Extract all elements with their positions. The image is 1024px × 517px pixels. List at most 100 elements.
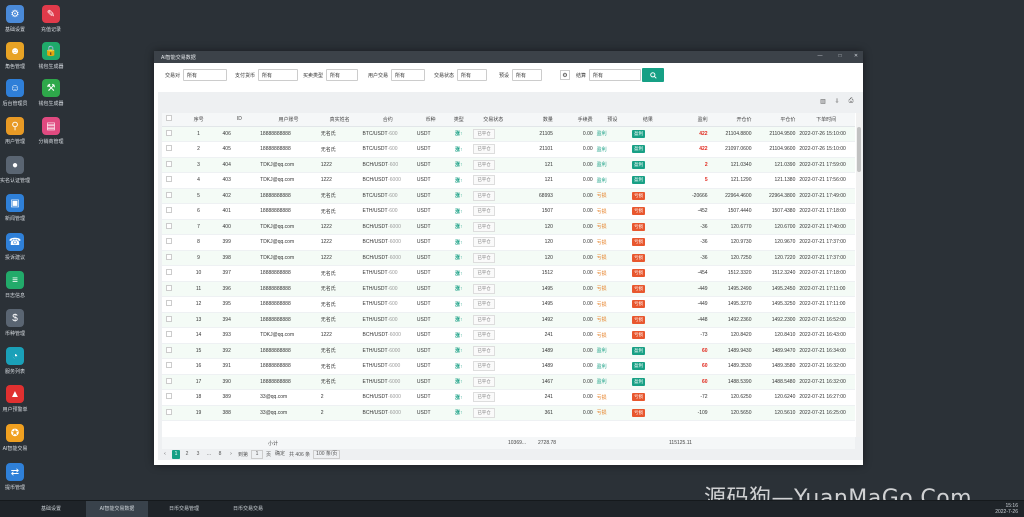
next-page-button[interactable]: › — [230, 450, 232, 457]
prev-page-button[interactable]: ‹ — [164, 450, 166, 457]
desktop-icon-2[interactable]: ☻ 角色管理 — [0, 42, 35, 70]
checkbox-icon[interactable] — [166, 129, 173, 136]
table-row[interactable]: 19 388 33@qq.com 2 BCH/USDT·6000 USDT 涨↑ 已平仓 361… — [162, 405, 855, 421]
table-row[interactable]: 14 393 TDKJ@qq.com 1222 BCH/USDT·6000 USDT 涨↑ 已… — [162, 327, 855, 344]
table-row[interactable]: 2 405 18888888888 无名氏 BTC/USDT·600 USDT 涨↑ 已平仓 2… — [162, 141, 855, 158]
taskbar-item-settings[interactable]: 基础设置 — [40, 506, 61, 512]
taskbar-item-coin-trade[interactable]: 日币交易交易 — [232, 506, 263, 512]
table-row[interactable]: 18 389 33@qq.com 2 BCH/USDT·6000 USDT 涨↑ 已平仓 241… — [162, 389, 855, 406]
taskbar-item-ai-trade[interactable]: AI智能交易数据 — [86, 501, 148, 517]
desktop-icon-6[interactable]: ⚲ 用户管理 — [0, 117, 35, 145]
row-checkbox[interactable] — [162, 219, 177, 235]
checkbox-icon[interactable] — [166, 238, 173, 245]
desktop-icon-5[interactable]: ⚒ 钱包生成器 — [31, 79, 71, 107]
table-row[interactable]: 1 406 18888888888 无名氏 BTC/USDT·600 USDT 涨↑ 已平仓 2… — [162, 126, 855, 142]
filter-status-select[interactable]: 所有 — [457, 69, 488, 81]
column-header[interactable]: 序号 — [176, 113, 221, 127]
column-header[interactable]: 合约 — [360, 113, 415, 127]
desktop-icon-9[interactable]: ▣ 新闻管理 — [0, 194, 35, 222]
table-row[interactable]: 7 400 TDKJ@qq.com 1222 BCH/USDT·6000 USDT 涨↑ 已平… — [162, 219, 855, 235]
column-header[interactable]: 平仓价 — [753, 113, 798, 127]
checkbox-icon[interactable] — [166, 346, 173, 353]
goto-confirm-button[interactable]: 确定 — [275, 450, 286, 457]
desktop-icon-7[interactable]: ▤ 分销商管理 — [31, 117, 71, 145]
column-header[interactable]: 手续费 — [554, 113, 595, 127]
column-header[interactable]: 下单时间 — [797, 113, 855, 127]
column-header[interactable]: 盈利 — [665, 113, 710, 127]
checkbox-icon[interactable] — [166, 315, 173, 322]
checkbox-icon[interactable] — [166, 284, 173, 291]
checkbox-icon[interactable] — [166, 331, 173, 338]
row-checkbox[interactable] — [162, 281, 177, 297]
table-row[interactable]: 10 397 18888888888 无名氏 ETH/USDT·600 USDT 涨↑ 已平仓… — [162, 265, 855, 282]
gear-icon[interactable]: ⚙ — [560, 70, 570, 80]
column-header[interactable]: 用户账号 — [258, 113, 319, 127]
desktop-icon-10[interactable]: ☎ 投诉建议 — [0, 233, 35, 261]
table-row[interactable]: 5 402 18888888888 无名氏 BTC/USDT·600 USDT 涨↑ 已平仓 6… — [162, 188, 855, 204]
column-header[interactable]: 真实姓名 — [318, 113, 361, 127]
checkbox-icon[interactable] — [166, 253, 173, 260]
row-checkbox[interactable] — [162, 327, 177, 344]
checkbox-icon[interactable] — [166, 115, 173, 122]
checkbox-icon[interactable] — [166, 222, 173, 229]
columns-icon[interactable]: ▥ — [820, 99, 826, 105]
column-header[interactable]: 数量 — [515, 113, 555, 127]
page-2[interactable]: 2 — [185, 450, 189, 457]
checkbox-icon[interactable] — [166, 191, 173, 198]
row-checkbox[interactable] — [162, 188, 177, 204]
column-header[interactable]: 开仓价 — [709, 113, 754, 127]
desktop-icon-4[interactable]: ☺ 后台管理员 — [0, 79, 35, 107]
column-header[interactable]: 类型 — [446, 113, 472, 127]
export-icon[interactable]: ⇩ — [834, 99, 840, 105]
row-checkbox[interactable] — [162, 234, 177, 251]
row-checkbox[interactable] — [162, 343, 177, 359]
row-checkbox[interactable] — [162, 157, 177, 173]
column-header[interactable]: 币种 — [414, 113, 447, 127]
column-header[interactable]: 结果 — [630, 113, 666, 127]
desktop-icon-3[interactable]: 🔒 钱包生成器 — [31, 42, 71, 70]
checkbox-icon[interactable] — [166, 377, 173, 384]
filter-user-trade-select[interactable]: 所有 — [391, 69, 426, 81]
row-checkbox[interactable] — [162, 126, 177, 142]
row-checkbox[interactable] — [162, 141, 177, 158]
page-last[interactable]: 8 — [218, 450, 222, 457]
table-row[interactable]: 13 394 18888888888 无名氏 ETH/USDT·600 USDT 涨↑ 已平仓… — [162, 312, 855, 328]
row-checkbox[interactable] — [162, 358, 177, 375]
column-header[interactable]: 交易状态 — [471, 113, 516, 127]
checkbox-icon[interactable] — [166, 300, 173, 307]
desktop-icon-13[interactable]: ◔ 服务列表 — [0, 347, 35, 375]
per-page-select[interactable]: 100 条/页 — [313, 449, 341, 459]
table-row[interactable]: 11 396 18888888888 无名氏 ETH/USDT·600 USDT 涨↑ 已平仓… — [162, 281, 855, 297]
filter-pair-select[interactable]: 所有 — [183, 69, 228, 81]
row-checkbox[interactable] — [162, 250, 177, 266]
table-row[interactable]: 12 395 18888888888 无名氏 ETH/USDT·600 USDT 涨↑ 已平仓… — [162, 296, 855, 313]
checkbox-icon[interactable] — [166, 362, 173, 369]
minimize-button[interactable]: — — [817, 53, 823, 59]
checkbox-icon[interactable] — [166, 269, 173, 276]
row-checkbox[interactable] — [162, 405, 177, 421]
row-checkbox[interactable] — [162, 374, 177, 390]
row-checkbox[interactable] — [162, 203, 177, 220]
checkbox-icon[interactable] — [166, 145, 173, 152]
row-checkbox[interactable] — [162, 389, 177, 406]
filter-currency-select[interactable]: 所有 — [258, 69, 299, 81]
row-checkbox[interactable] — [162, 265, 177, 282]
table-row[interactable]: 9 398 TDKJ@qq.com 1222 BCH/USDT·6000 USDT 涨↑ 已平… — [162, 250, 855, 266]
maximize-button[interactable]: □ — [838, 53, 842, 59]
table-row[interactable]: 3 404 TDKJ@qq.com 1222 BCH/USDT·600 USDT 涨↑ 已平仓… — [162, 157, 855, 173]
desktop-icon-1[interactable]: ✎ 充值记录 — [31, 5, 71, 33]
desktop-icon-11[interactable]: ≡ 日志信息 — [0, 271, 35, 299]
window-titlebar[interactable]: AI智能交易数据 — □ ✕ — [154, 51, 863, 63]
checkbox-icon[interactable] — [166, 393, 173, 400]
row-checkbox[interactable] — [162, 312, 177, 328]
page-1[interactable]: 1 — [172, 449, 180, 459]
table-scrollbar[interactable] — [856, 113, 862, 437]
row-checkbox[interactable] — [162, 172, 177, 189]
select-all-checkbox[interactable] — [162, 113, 177, 127]
column-header[interactable]: ID — [220, 113, 259, 127]
taskbar-item-coin-manage[interactable]: 日币交易管理 — [168, 506, 199, 512]
checkbox-icon[interactable] — [166, 160, 173, 167]
scrollbar-thumb[interactable] — [857, 127, 861, 172]
table-row[interactable]: 15 392 18888888888 无名氏 ETH/USDT·6000 USDT 涨↑ 已平… — [162, 343, 855, 359]
filter-result-select[interactable]: 所有 — [589, 69, 642, 81]
